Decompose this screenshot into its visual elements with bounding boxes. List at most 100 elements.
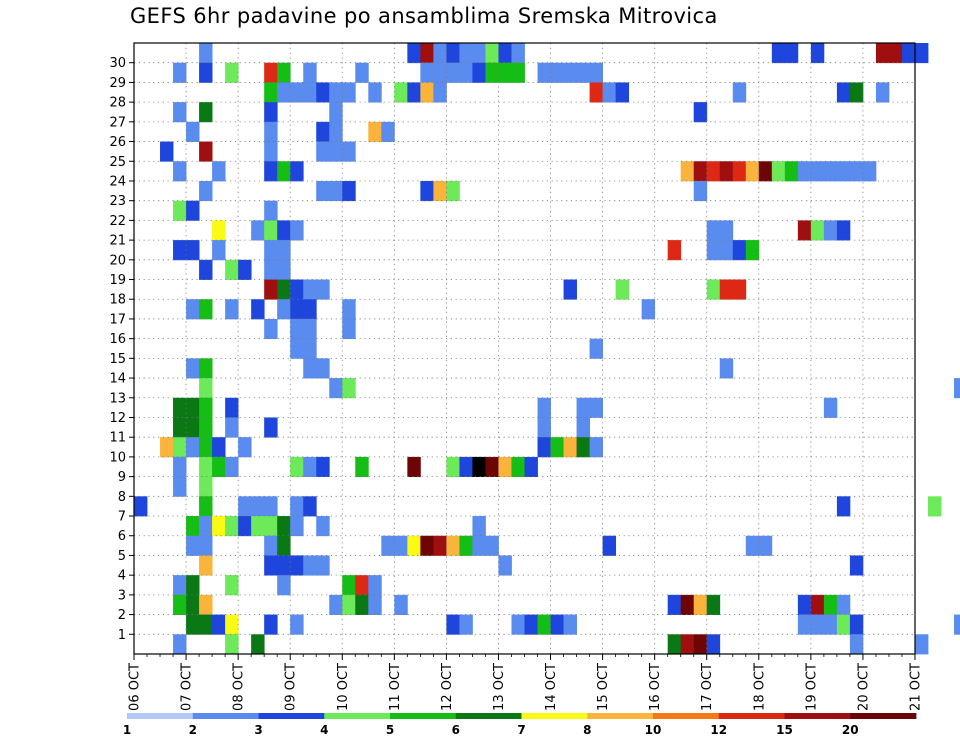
heatmap-cell <box>810 161 825 182</box>
colorbar-label: 7 <box>517 723 525 737</box>
heatmap-cell <box>212 161 226 182</box>
y-tick-label: 14 <box>109 372 126 387</box>
heatmap-cell <box>849 555 864 576</box>
y-tick: 10 <box>109 450 134 465</box>
heatmap-cell <box>420 535 434 556</box>
y-tick-label: 11 <box>109 431 126 446</box>
y-tick: 20 <box>109 253 134 268</box>
heatmap-cells <box>134 43 960 655</box>
heatmap-cell <box>576 62 590 83</box>
x-tick-label: 15 OCT <box>596 663 611 711</box>
heatmap-cell <box>199 397 213 418</box>
heatmap-cell <box>186 299 200 320</box>
heatmap-cell <box>459 62 473 83</box>
y-tick-label: 27 <box>109 115 126 130</box>
y-tick-label: 8 <box>118 490 126 505</box>
heatmap-cell <box>719 161 734 182</box>
heatmap-cell <box>394 535 408 556</box>
heatmap-cell <box>758 161 773 182</box>
heatmap-cell <box>875 82 890 103</box>
heatmap-cell <box>316 82 330 103</box>
heatmap-cell <box>836 220 851 241</box>
heatmap-cell <box>368 594 382 615</box>
heatmap-cell <box>277 259 291 280</box>
x-tick-label: 20 OCT <box>856 663 871 711</box>
heatmap-cell <box>849 634 864 655</box>
heatmap-cell <box>472 62 486 83</box>
heatmap-cell <box>342 378 356 399</box>
heatmap-cell <box>186 121 200 142</box>
heatmap-cell <box>407 43 421 64</box>
heatmap-cell <box>758 535 773 556</box>
heatmap-cell <box>173 437 187 458</box>
heatmap-cell <box>836 82 851 103</box>
heatmap-cell <box>277 299 291 320</box>
colorbar-segment <box>192 713 259 719</box>
y-tick: 4 <box>118 569 134 584</box>
y-tick-label: 4 <box>118 569 126 584</box>
colorbar-label: 6 <box>452 723 460 737</box>
heatmap-cell <box>186 417 200 438</box>
heatmap-cell <box>524 456 538 478</box>
heatmap-cell <box>446 180 460 202</box>
heatmap-cell <box>459 614 473 635</box>
heatmap-cell <box>342 180 356 202</box>
heatmap-cell <box>199 259 213 280</box>
x-tick-label: 11 OCT <box>388 663 403 711</box>
x-tick-label: 19 OCT <box>804 663 819 711</box>
heatmap-cell <box>212 516 226 537</box>
heatmap-cell <box>849 82 864 103</box>
heatmap-cell <box>355 575 369 596</box>
x-tick: 19 OCT <box>804 654 819 711</box>
heatmap-cell <box>954 378 960 399</box>
heatmap-cell <box>264 516 278 537</box>
heatmap-cell <box>485 456 499 478</box>
x-tick: 20 OCT <box>856 654 871 711</box>
y-tick: 27 <box>109 115 134 130</box>
colorbar-label: 4 <box>320 723 328 737</box>
heatmap-cell <box>290 299 304 320</box>
y-tick-label: 20 <box>109 253 126 268</box>
heatmap-cell <box>537 614 551 635</box>
heatmap-cell <box>407 456 421 478</box>
y-tick-label: 23 <box>109 194 126 209</box>
heatmap-cell <box>875 43 890 64</box>
heatmap-cell <box>199 516 213 537</box>
heatmap-cell <box>329 378 343 399</box>
heatmap-cell <box>173 634 187 655</box>
heatmap-cell <box>849 614 864 635</box>
heatmap-cell <box>485 43 499 64</box>
heatmap-cell <box>928 496 942 517</box>
heatmap-cell <box>732 279 747 300</box>
y-tick: 7 <box>118 510 134 525</box>
heatmap-cell <box>433 180 447 202</box>
heatmap-cell <box>316 456 330 478</box>
heatmap-cell <box>186 200 200 221</box>
y-tick-label: 16 <box>109 332 126 347</box>
y-tick: 8 <box>118 490 134 505</box>
heatmap-cell <box>589 338 603 359</box>
heatmap-cell <box>212 220 226 241</box>
heatmap-cell <box>915 634 929 655</box>
heatmap-cell <box>303 496 317 517</box>
heatmap-cell <box>368 82 382 103</box>
heatmap-cell <box>290 318 304 340</box>
y-tick-label: 26 <box>109 135 126 150</box>
heatmap-cell <box>511 43 525 64</box>
y-tick: 19 <box>109 273 134 288</box>
heatmap-cell <box>693 161 708 182</box>
x-tick: 16 OCT <box>648 654 663 711</box>
heatmap-cell <box>537 417 551 438</box>
colorbar-segment <box>390 713 457 719</box>
heatmap-cell <box>394 594 408 615</box>
heatmap-cell <box>615 279 630 300</box>
y-tick-label: 2 <box>118 608 126 623</box>
heatmap-cell <box>199 43 213 64</box>
heatmap-cell <box>446 456 460 478</box>
x-tick-label: 16 OCT <box>648 663 663 711</box>
y-tick: 15 <box>109 352 134 367</box>
heatmap-cell <box>368 121 382 142</box>
colorbar-label: 10 <box>645 723 662 737</box>
x-tick-label: 18 OCT <box>752 663 767 711</box>
